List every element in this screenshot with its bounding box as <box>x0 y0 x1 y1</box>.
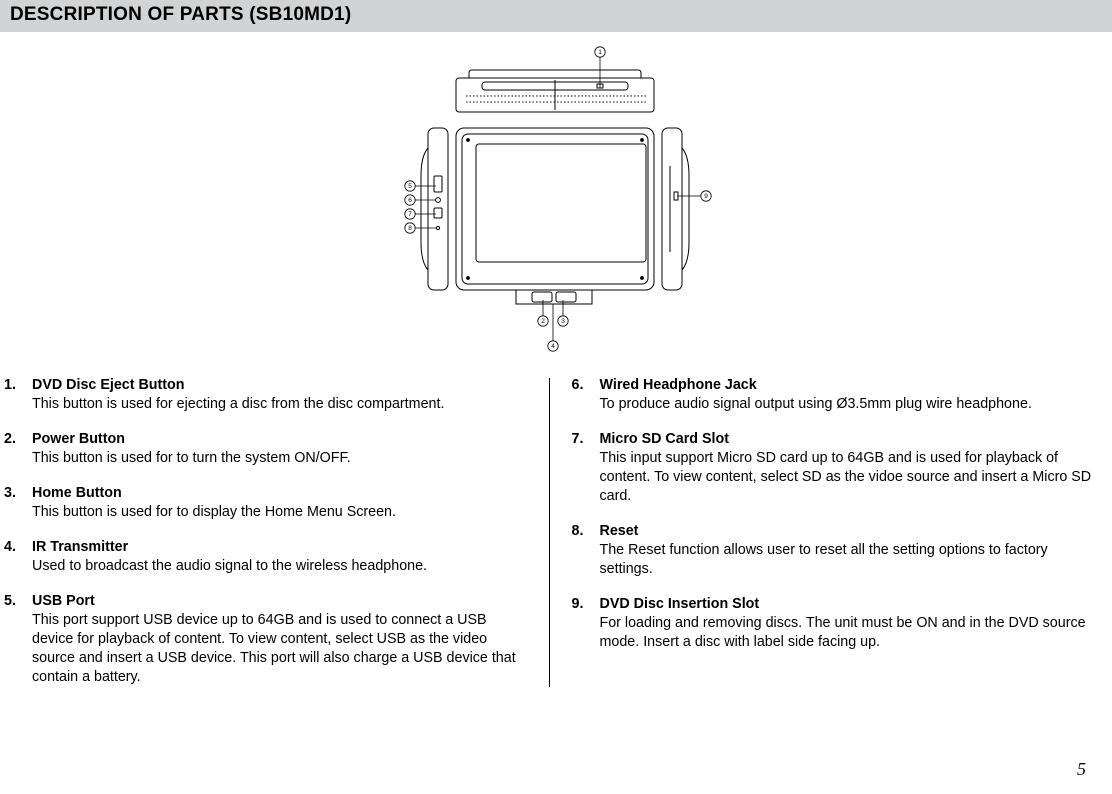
item-body: Power ButtonThis button is used for to t… <box>32 430 527 468</box>
parts-diagram: 1 2 3 4 5 6 7 8 9 <box>346 46 766 354</box>
item-title: Reset <box>600 522 1095 541</box>
item-body: Home ButtonThis button is used for to di… <box>32 484 527 522</box>
item-description: This button is used for to turn the syst… <box>32 449 527 468</box>
item-body: IR TransmitterUsed to broadcast the audi… <box>32 538 527 576</box>
item-description: For loading and removing discs. The unit… <box>600 614 1095 652</box>
list-item: 9.DVD Disc Insertion SlotFor loading and… <box>572 595 1095 652</box>
item-title: Power Button <box>32 430 527 449</box>
list-item: 5.USB PortThis port support USB device u… <box>4 592 527 687</box>
svg-text:2: 2 <box>541 318 545 325</box>
item-description: To produce audio signal output using Ø3.… <box>600 395 1095 414</box>
item-body: USB PortThis port support USB device up … <box>32 592 527 687</box>
svg-text:3: 3 <box>561 318 565 325</box>
item-number: 4. <box>4 538 32 576</box>
item-title: Micro SD Card Slot <box>600 430 1095 449</box>
list-item: 3.Home ButtonThis button is used for to … <box>4 484 527 522</box>
right-column: 6.Wired Headphone JackTo produce audio s… <box>550 376 1095 687</box>
item-description: This port support USB device up to 64GB … <box>32 611 527 687</box>
section-title: DESCRIPTION OF PARTS (SB10MD1) <box>10 4 351 25</box>
svg-text:7: 7 <box>408 211 412 218</box>
item-title: USB Port <box>32 592 527 611</box>
list-item: 7.Micro SD Card SlotThis input support M… <box>572 430 1095 506</box>
item-description: Used to broadcast the audio signal to th… <box>32 557 527 576</box>
item-title: DVD Disc Eject Button <box>32 376 527 395</box>
item-body: Micro SD Card SlotThis input support Mic… <box>600 430 1095 506</box>
item-number: 5. <box>4 592 32 687</box>
list-item: 1.DVD Disc Eject ButtonThis button is us… <box>4 376 527 414</box>
svg-text:8: 8 <box>408 225 412 232</box>
description-columns: 1.DVD Disc Eject ButtonThis button is us… <box>0 376 1112 687</box>
item-body: Wired Headphone JackTo produce audio sig… <box>600 376 1095 414</box>
item-body: DVD Disc Insertion SlotFor loading and r… <box>600 595 1095 652</box>
svg-text:5: 5 <box>408 183 412 190</box>
item-number: 7. <box>572 430 600 506</box>
item-number: 9. <box>572 595 600 652</box>
item-number: 1. <box>4 376 32 414</box>
item-title: Wired Headphone Jack <box>600 376 1095 395</box>
item-description: The Reset function allows user to reset … <box>600 541 1095 579</box>
item-number: 6. <box>572 376 600 414</box>
item-number: 2. <box>4 430 32 468</box>
item-body: DVD Disc Eject ButtonThis button is used… <box>32 376 527 414</box>
item-number: 3. <box>4 484 32 522</box>
item-body: ResetThe Reset function allows user to r… <box>600 522 1095 579</box>
item-number: 8. <box>572 522 600 579</box>
svg-text:4: 4 <box>551 343 555 350</box>
list-item: 8.ResetThe Reset function allows user to… <box>572 522 1095 579</box>
item-title: DVD Disc Insertion Slot <box>600 595 1095 614</box>
item-description: This button is used for ejecting a disc … <box>32 395 527 414</box>
item-description: This button is used for to display the H… <box>32 503 527 522</box>
list-item: 4.IR TransmitterUsed to broadcast the au… <box>4 538 527 576</box>
item-title: Home Button <box>32 484 527 503</box>
svg-text:9: 9 <box>704 193 708 200</box>
svg-text:1: 1 <box>598 49 602 56</box>
list-item: 2.Power ButtonThis button is used for to… <box>4 430 527 468</box>
left-column: 1.DVD Disc Eject ButtonThis button is us… <box>4 376 549 687</box>
item-description: This input support Micro SD card up to 6… <box>600 449 1095 506</box>
diagram-container: 1 2 3 4 5 6 7 8 9 <box>0 46 1112 354</box>
section-header: DESCRIPTION OF PARTS (SB10MD1) <box>0 0 1112 32</box>
list-item: 6.Wired Headphone JackTo produce audio s… <box>572 376 1095 414</box>
page-number: 5 <box>1077 759 1086 780</box>
item-title: IR Transmitter <box>32 538 527 557</box>
svg-text:6: 6 <box>408 197 412 204</box>
